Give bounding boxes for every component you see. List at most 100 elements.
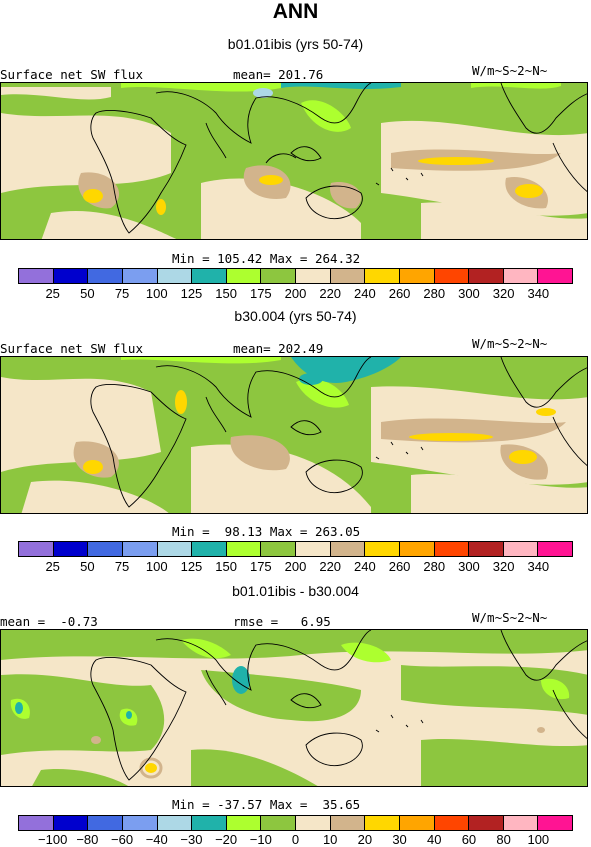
panel-1-map-svg [1, 83, 587, 239]
panel-3-map-svg [1, 630, 587, 786]
colorbar-tick-label: 260 [388, 559, 411, 574]
colorbar-box [538, 816, 572, 830]
colorbar-tick-label: 80 [496, 832, 511, 847]
panel-3-rmse-label: rmse = 6.95 [233, 614, 331, 629]
colorbar-box [122, 816, 158, 830]
colorbar-tick-label: −30 [180, 832, 203, 847]
panel-3-units-label: W/m~S~2~N~ [472, 610, 548, 625]
panel-2-title: b30.004 (yrs 50-74) [234, 308, 357, 324]
colorbar-tick-label: −100 [38, 832, 68, 847]
colorbar-box [469, 269, 504, 283]
colorbar-tick-label: −40 [145, 832, 168, 847]
colorbar-box [122, 269, 158, 283]
colorbar-box [192, 542, 227, 556]
panel-1-colorbar-ticks: 25 50 75 100 125 150 175 200 220 240 260 280 300 320 3… [18, 286, 573, 301]
colorbar-tick-label: −10 [249, 832, 272, 847]
colorbar-tick-label: 125 [180, 286, 203, 301]
colorbar-box [330, 542, 366, 556]
panel-2-mean-label: mean= 202.49 [233, 341, 324, 356]
colorbar-box [365, 542, 400, 556]
colorbar-box [19, 542, 54, 556]
colorbar-tick-label: 150 [215, 559, 237, 574]
colorbar-tick-label: 340 [527, 559, 550, 574]
colorbar-tick-label: 240 [354, 286, 376, 301]
colorbar-tick-label: −80 [76, 832, 99, 847]
panel-2-variable-label: Surface net SW flux [0, 341, 143, 356]
colorbar-tick-label: 300 [458, 286, 480, 301]
colorbar-tick-label: 175 [249, 559, 272, 574]
colorbar-tick-label: 75 [114, 559, 130, 574]
colorbar-box [399, 816, 435, 830]
panel-3-colorbar [18, 815, 573, 831]
colorbar-box [53, 816, 89, 830]
colorbar-box [296, 269, 331, 283]
colorbar-tick-label: 150 [215, 286, 237, 301]
colorbar-box [226, 542, 262, 556]
colorbar-tick-label: 280 [423, 286, 446, 301]
panel-2-units-label: W/m~S~2~N~ [472, 336, 548, 351]
panel-1-title: b01.01ibis (yrs 50-74) [227, 36, 364, 52]
colorbar-box [226, 269, 262, 283]
colorbar-tick-label: 200 [284, 286, 307, 301]
panel-3-mean-label: mean = -0.73 [0, 614, 98, 629]
panel-2-minmax: Min = 98.13 Max = 263.05 [172, 524, 361, 539]
colorbar-box [261, 542, 296, 556]
colorbar-tick-label: 200 [284, 559, 307, 574]
colorbar-tick-label: 60 [461, 832, 477, 847]
colorbar-box [538, 542, 572, 556]
colorbar-box [469, 816, 504, 830]
panel-1-colorbar [18, 268, 573, 284]
colorbar-box [296, 542, 331, 556]
panel-1-units-label: W/m~S~2~N~ [472, 63, 548, 78]
colorbar-box [226, 816, 262, 830]
panel-3-map [0, 629, 588, 787]
colorbar-box [503, 816, 539, 830]
colorbar-box [122, 542, 158, 556]
colorbar-box [261, 269, 296, 283]
colorbar-tick-label: −60 [111, 832, 134, 847]
colorbar-tick-label: 220 [319, 286, 342, 301]
colorbar-tick-label: 125 [180, 559, 203, 574]
colorbar-tick-label: 320 [492, 559, 515, 574]
panel-3-title: b01.01ibis - b30.004 [232, 583, 359, 599]
panel-2-map-svg [1, 357, 587, 513]
colorbar-tick-label: 25 [45, 286, 60, 301]
colorbar-tick-label: 75 [114, 286, 130, 301]
colorbar-tick-label: 280 [423, 559, 446, 574]
colorbar-tick-label: 20 [357, 832, 373, 847]
colorbar-box [157, 542, 193, 556]
colorbar-box [399, 269, 435, 283]
colorbar-box [330, 816, 366, 830]
colorbar-tick-label: 300 [458, 559, 480, 574]
colorbar-box [157, 269, 193, 283]
colorbar-tick-label: 320 [492, 286, 515, 301]
colorbar-tick-label: 100 [145, 286, 168, 301]
panel-1-variable-label: Surface net SW flux [0, 67, 143, 82]
panel-3-colorbar-ticks: −100 −80 −60 −40 −30 −20 −10 0 10 20 30 40 60 80 100 [18, 832, 573, 847]
colorbar-box [19, 269, 54, 283]
colorbar-tick-label: −20 [215, 832, 238, 847]
colorbar-tick-label: 100 [145, 559, 168, 574]
colorbar-box [434, 816, 470, 830]
colorbar-box [434, 269, 470, 283]
colorbar-box [192, 816, 227, 830]
colorbar-box [365, 816, 400, 830]
panel-2-colorbar [18, 541, 573, 557]
colorbar-box [88, 269, 123, 283]
colorbar-box [503, 269, 539, 283]
panel-2-colorbar-ticks: 25 50 75 100 125 150 175 200 220 240 260 280 300 320 3… [18, 559, 573, 574]
colorbar-box [53, 542, 89, 556]
colorbar-tick-label: 340 [527, 286, 550, 301]
panel-1-map [0, 82, 588, 240]
colorbar-box [538, 269, 572, 283]
colorbar-tick-label: 10 [322, 832, 338, 847]
colorbar-box [434, 542, 470, 556]
colorbar-tick-label: 50 [80, 286, 95, 301]
panel-1-minmax: Min = 105.42 Max = 264.32 [172, 251, 361, 266]
colorbar-tick-label: 175 [249, 286, 272, 301]
colorbar-box [365, 269, 400, 283]
colorbar-box [399, 542, 435, 556]
colorbar-box [192, 269, 227, 283]
colorbar-tick-label: 260 [388, 286, 411, 301]
colorbar-box [330, 269, 366, 283]
